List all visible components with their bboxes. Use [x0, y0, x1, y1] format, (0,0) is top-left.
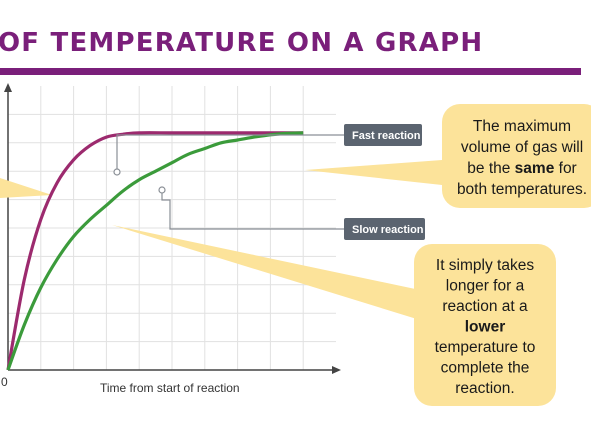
callout-line: reaction at a: [442, 298, 528, 315]
callout-line: volume of gas will: [461, 139, 583, 156]
callout-bottom-right-text: It simply takes longer for a reaction at a…: [435, 257, 536, 397]
slow-reaction-tag: [344, 218, 425, 240]
callout-top-pointer: [305, 160, 442, 185]
fast-reaction-tag-label: Fast reaction: [352, 130, 421, 142]
title-divider: [0, 68, 581, 75]
callout-line: complete the: [441, 360, 530, 377]
slow-reaction-tag-label: Slow reaction: [352, 224, 424, 236]
x-axis-arrow: [332, 366, 341, 374]
series-line-fast: [6, 131, 304, 371]
callout-line: The maximum: [473, 118, 571, 135]
slow-reaction-marker: [158, 186, 166, 194]
callout-top-right: [442, 104, 591, 208]
callout-line: temperature to: [435, 339, 536, 356]
callout-line: It simply takes: [436, 257, 534, 274]
origin-label: 0: [1, 375, 8, 389]
callout-line: lower: [465, 319, 505, 336]
fast-reaction-marker: [113, 168, 121, 176]
series-line-slow: [6, 131, 304, 371]
callout-line: be the same for: [467, 160, 576, 177]
fast-reaction-leader: [116, 134, 344, 172]
callout-line: both temperatures.: [457, 181, 587, 198]
callout-line: reaction.: [455, 380, 514, 397]
callout-bottom-right: [414, 244, 556, 406]
x-axis-label: Time from start of reaction: [100, 381, 240, 395]
slow-reaction-leader: [161, 190, 344, 230]
callout-top-right-text: The maximum volume of gas will be the same…: [457, 118, 587, 198]
y-axis-arrow: [4, 83, 12, 92]
slide-title: OF TEMPERATURE ON A GRAPH: [0, 28, 484, 58]
chart-grid: [8, 86, 336, 370]
callout-left-pointer: [0, 178, 52, 198]
callout-line: longer for a: [446, 278, 525, 295]
callout-bottom-pointer: [112, 225, 420, 320]
fast-reaction-tag: [344, 124, 422, 146]
